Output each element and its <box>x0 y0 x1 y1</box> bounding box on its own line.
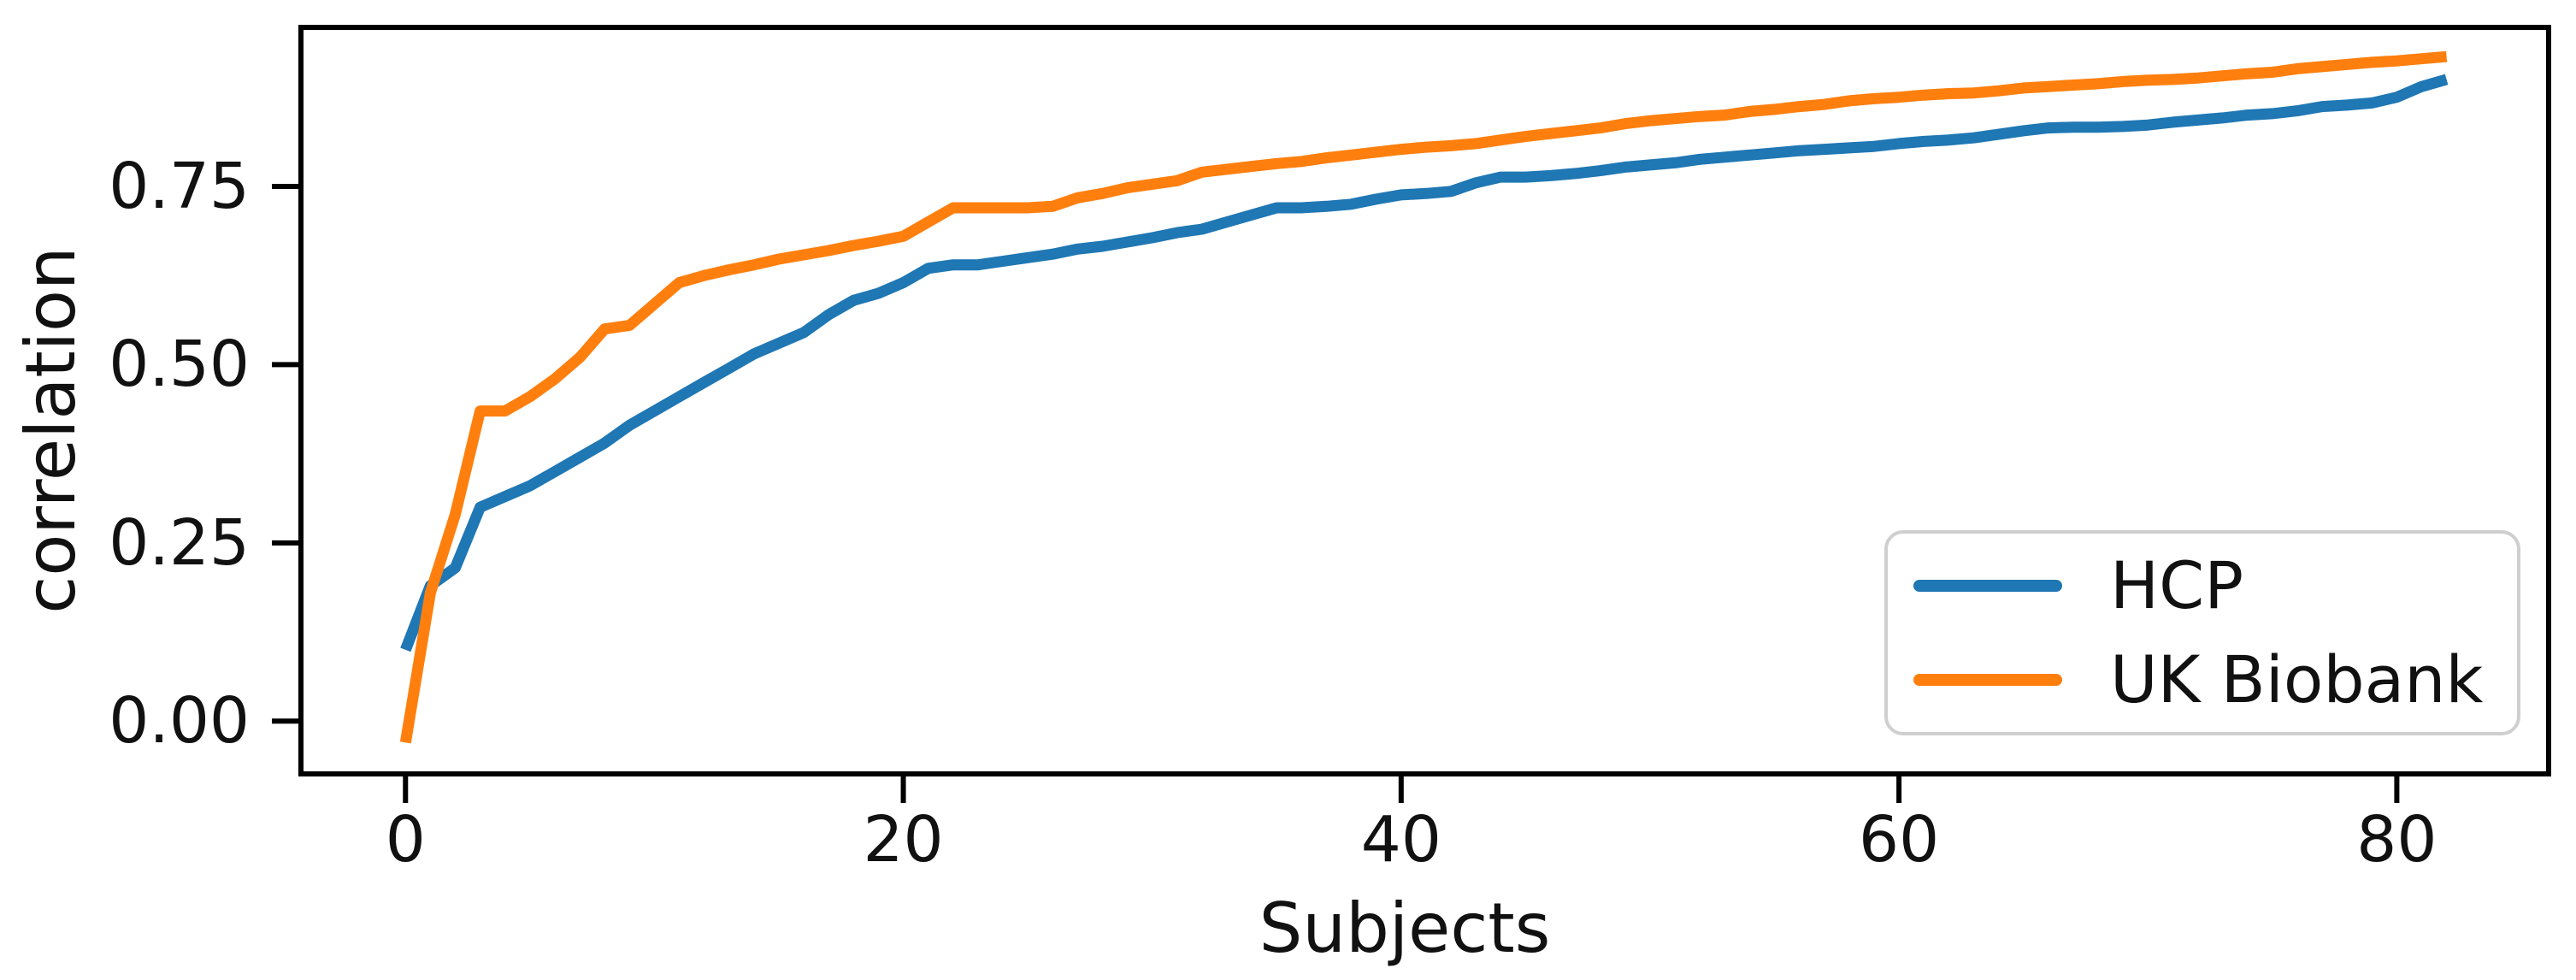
legend-item-hcp: HCP <box>1888 545 2517 627</box>
y-tick-label: 0.75 <box>109 149 250 223</box>
y-tick-label: 0.25 <box>109 505 250 580</box>
x-tick-label: 80 <box>2356 803 2437 877</box>
uk-biobank-line-sample <box>1913 673 2062 686</box>
x-axis-title: Subjects <box>1259 888 1551 968</box>
legend-label-uk-biobank: UK Biobank <box>2110 641 2484 717</box>
legend: HCP UK Biobank <box>1884 530 2520 735</box>
x-tick-label: 20 <box>863 803 944 877</box>
hcp-line-sample <box>1913 580 2062 593</box>
series-line-uk-biobank <box>399 50 2448 744</box>
series-line-hcp <box>400 74 2449 652</box>
legend-label-hcp: HCP <box>2110 547 2244 624</box>
legend-item-uk-biobank: UK Biobank <box>1888 639 2517 721</box>
x-tick-label: 60 <box>1859 803 1940 877</box>
axes-frame <box>298 25 2551 776</box>
y-axis-title: correlation <box>11 246 91 614</box>
y-tick-label: 0.00 <box>109 684 250 759</box>
y-tick-label: 0.50 <box>109 328 250 402</box>
x-tick-label: 40 <box>1360 803 1441 877</box>
x-tick-label: 0 <box>385 803 426 877</box>
